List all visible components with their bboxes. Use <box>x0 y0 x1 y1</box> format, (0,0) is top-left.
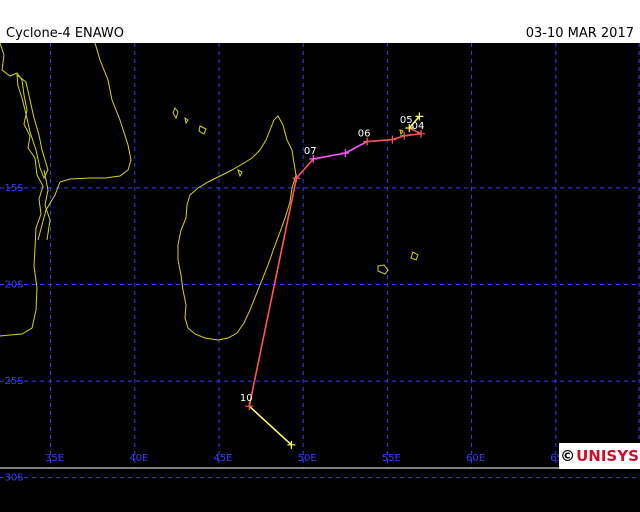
track-segment <box>248 178 298 407</box>
lat-tick-label: 20S <box>4 279 23 290</box>
track-point-marker <box>405 124 414 132</box>
track-segment <box>408 115 420 129</box>
comoros-island-3 <box>198 125 207 135</box>
africa-coastline <box>0 42 44 337</box>
track-segment <box>392 134 405 141</box>
mozambique-coast <box>37 181 61 241</box>
track-date-label: 05 <box>400 115 413 126</box>
track-date-label: 10 <box>240 393 253 404</box>
reunion-island <box>377 264 389 275</box>
lon-tick-label: 35E <box>45 453 64 464</box>
lon-tick-label: 45E <box>213 453 232 464</box>
lon-tick-label: 60E <box>466 453 485 464</box>
africa-inner-border <box>43 169 51 241</box>
track-date-label: 07 <box>304 146 317 157</box>
track-segment <box>313 152 346 160</box>
track-point-marker <box>417 129 426 138</box>
track-point-marker <box>363 137 372 146</box>
comoros-island-1 <box>172 106 179 120</box>
track-segment <box>344 140 368 154</box>
seychelles-islet <box>399 129 404 136</box>
track-point-marker <box>292 174 301 183</box>
track-point-marker <box>388 135 397 144</box>
lon-tick-label: 50E <box>298 453 317 464</box>
track-point-marker <box>400 131 409 140</box>
somalia-coast <box>59 42 132 183</box>
coastlines <box>0 42 419 341</box>
cyclone-track <box>245 112 426 449</box>
lat-tick-label: 15S <box>4 183 23 194</box>
track-point-marker <box>287 440 296 449</box>
track-segment <box>408 127 422 135</box>
lake-malawi <box>16 73 49 180</box>
date-range: 03-10 MAR 2017 <box>525 26 634 41</box>
madagascar-coastline <box>177 115 297 341</box>
track-date-label: 06 <box>358 129 371 140</box>
comoros-island-2 <box>184 116 189 125</box>
lon-tick-label: 55E <box>382 453 401 464</box>
mauritius-island <box>410 251 419 261</box>
unisys-logo-text: UNISYS <box>576 447 639 465</box>
lat-tick-label: 30S <box>4 473 23 484</box>
copyright-symbol: © <box>560 447 576 465</box>
track-date-label: 04 <box>412 121 425 132</box>
track-point-marker <box>245 402 254 411</box>
track-point-marker <box>341 149 350 158</box>
track-segment <box>295 158 314 179</box>
lon-tick-label: 40E <box>129 453 148 464</box>
storm-title: Cyclone-4 ENAWO <box>6 26 125 41</box>
mayotte <box>237 169 243 178</box>
title-bar: Cyclone-4 ENAWO 03-10 MAR 2017 <box>0 0 640 43</box>
track-point-marker <box>309 154 318 163</box>
track-segment <box>248 405 292 446</box>
track-point-marker <box>415 112 424 121</box>
lat-tick-label: 25S <box>4 376 23 387</box>
track-segment <box>367 138 393 143</box>
unisys-logo: © UNISYS <box>559 443 640 469</box>
